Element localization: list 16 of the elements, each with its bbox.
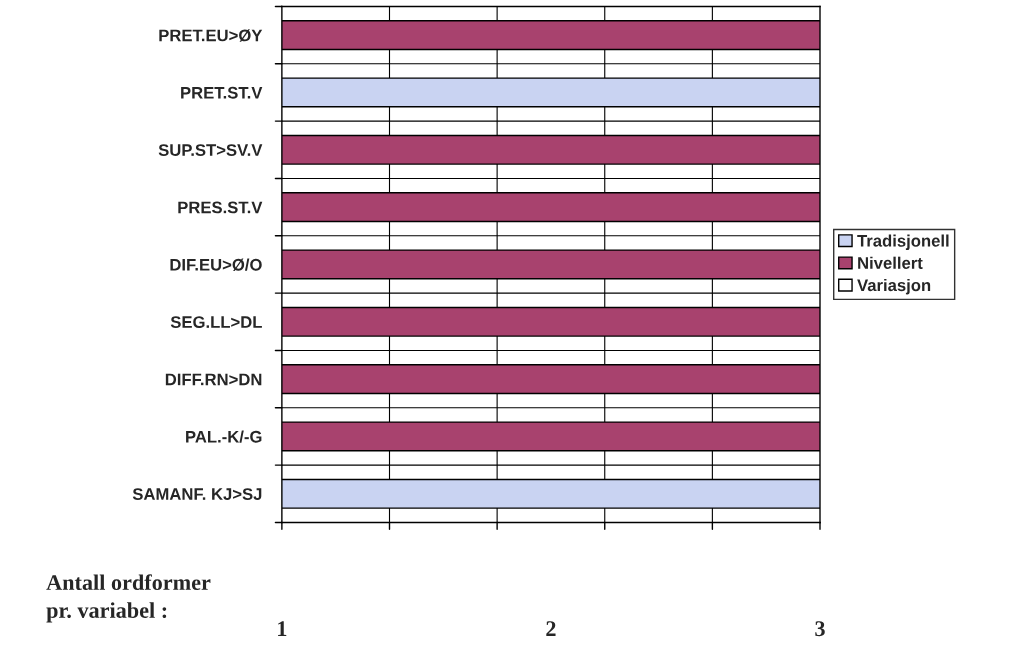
text: Antall ordformer pr. variabel : bbox=[46, 574, 211, 623]
legend-label: Nivellert bbox=[858, 256, 923, 269]
y-tick-label: DIFF.RN>DN bbox=[165, 373, 262, 386]
y-tick-label: DIF.EU>Ø/O bbox=[170, 258, 262, 272]
y-tick-label: PRES.ST.V bbox=[178, 201, 263, 214]
legend-label: Variasjon bbox=[857, 278, 931, 295]
y-tick-label: PRET.EU>ØY bbox=[159, 29, 263, 42]
text: 2 bbox=[546, 621, 556, 636]
text: 3 bbox=[815, 621, 825, 637]
y-tick-label: SUP.ST>SV.V bbox=[158, 144, 263, 156]
text: 1 bbox=[278, 621, 287, 636]
y-tick-label: PRET.ST.V bbox=[181, 86, 263, 99]
legend-label: Tradisjonell bbox=[857, 234, 949, 251]
y-tick-label: SEG.LL>DL bbox=[170, 316, 262, 328]
y-tick-label: PAL.-K/-G bbox=[186, 430, 262, 443]
y-tick-label: SAMANF. KJ>SJ bbox=[132, 488, 262, 500]
